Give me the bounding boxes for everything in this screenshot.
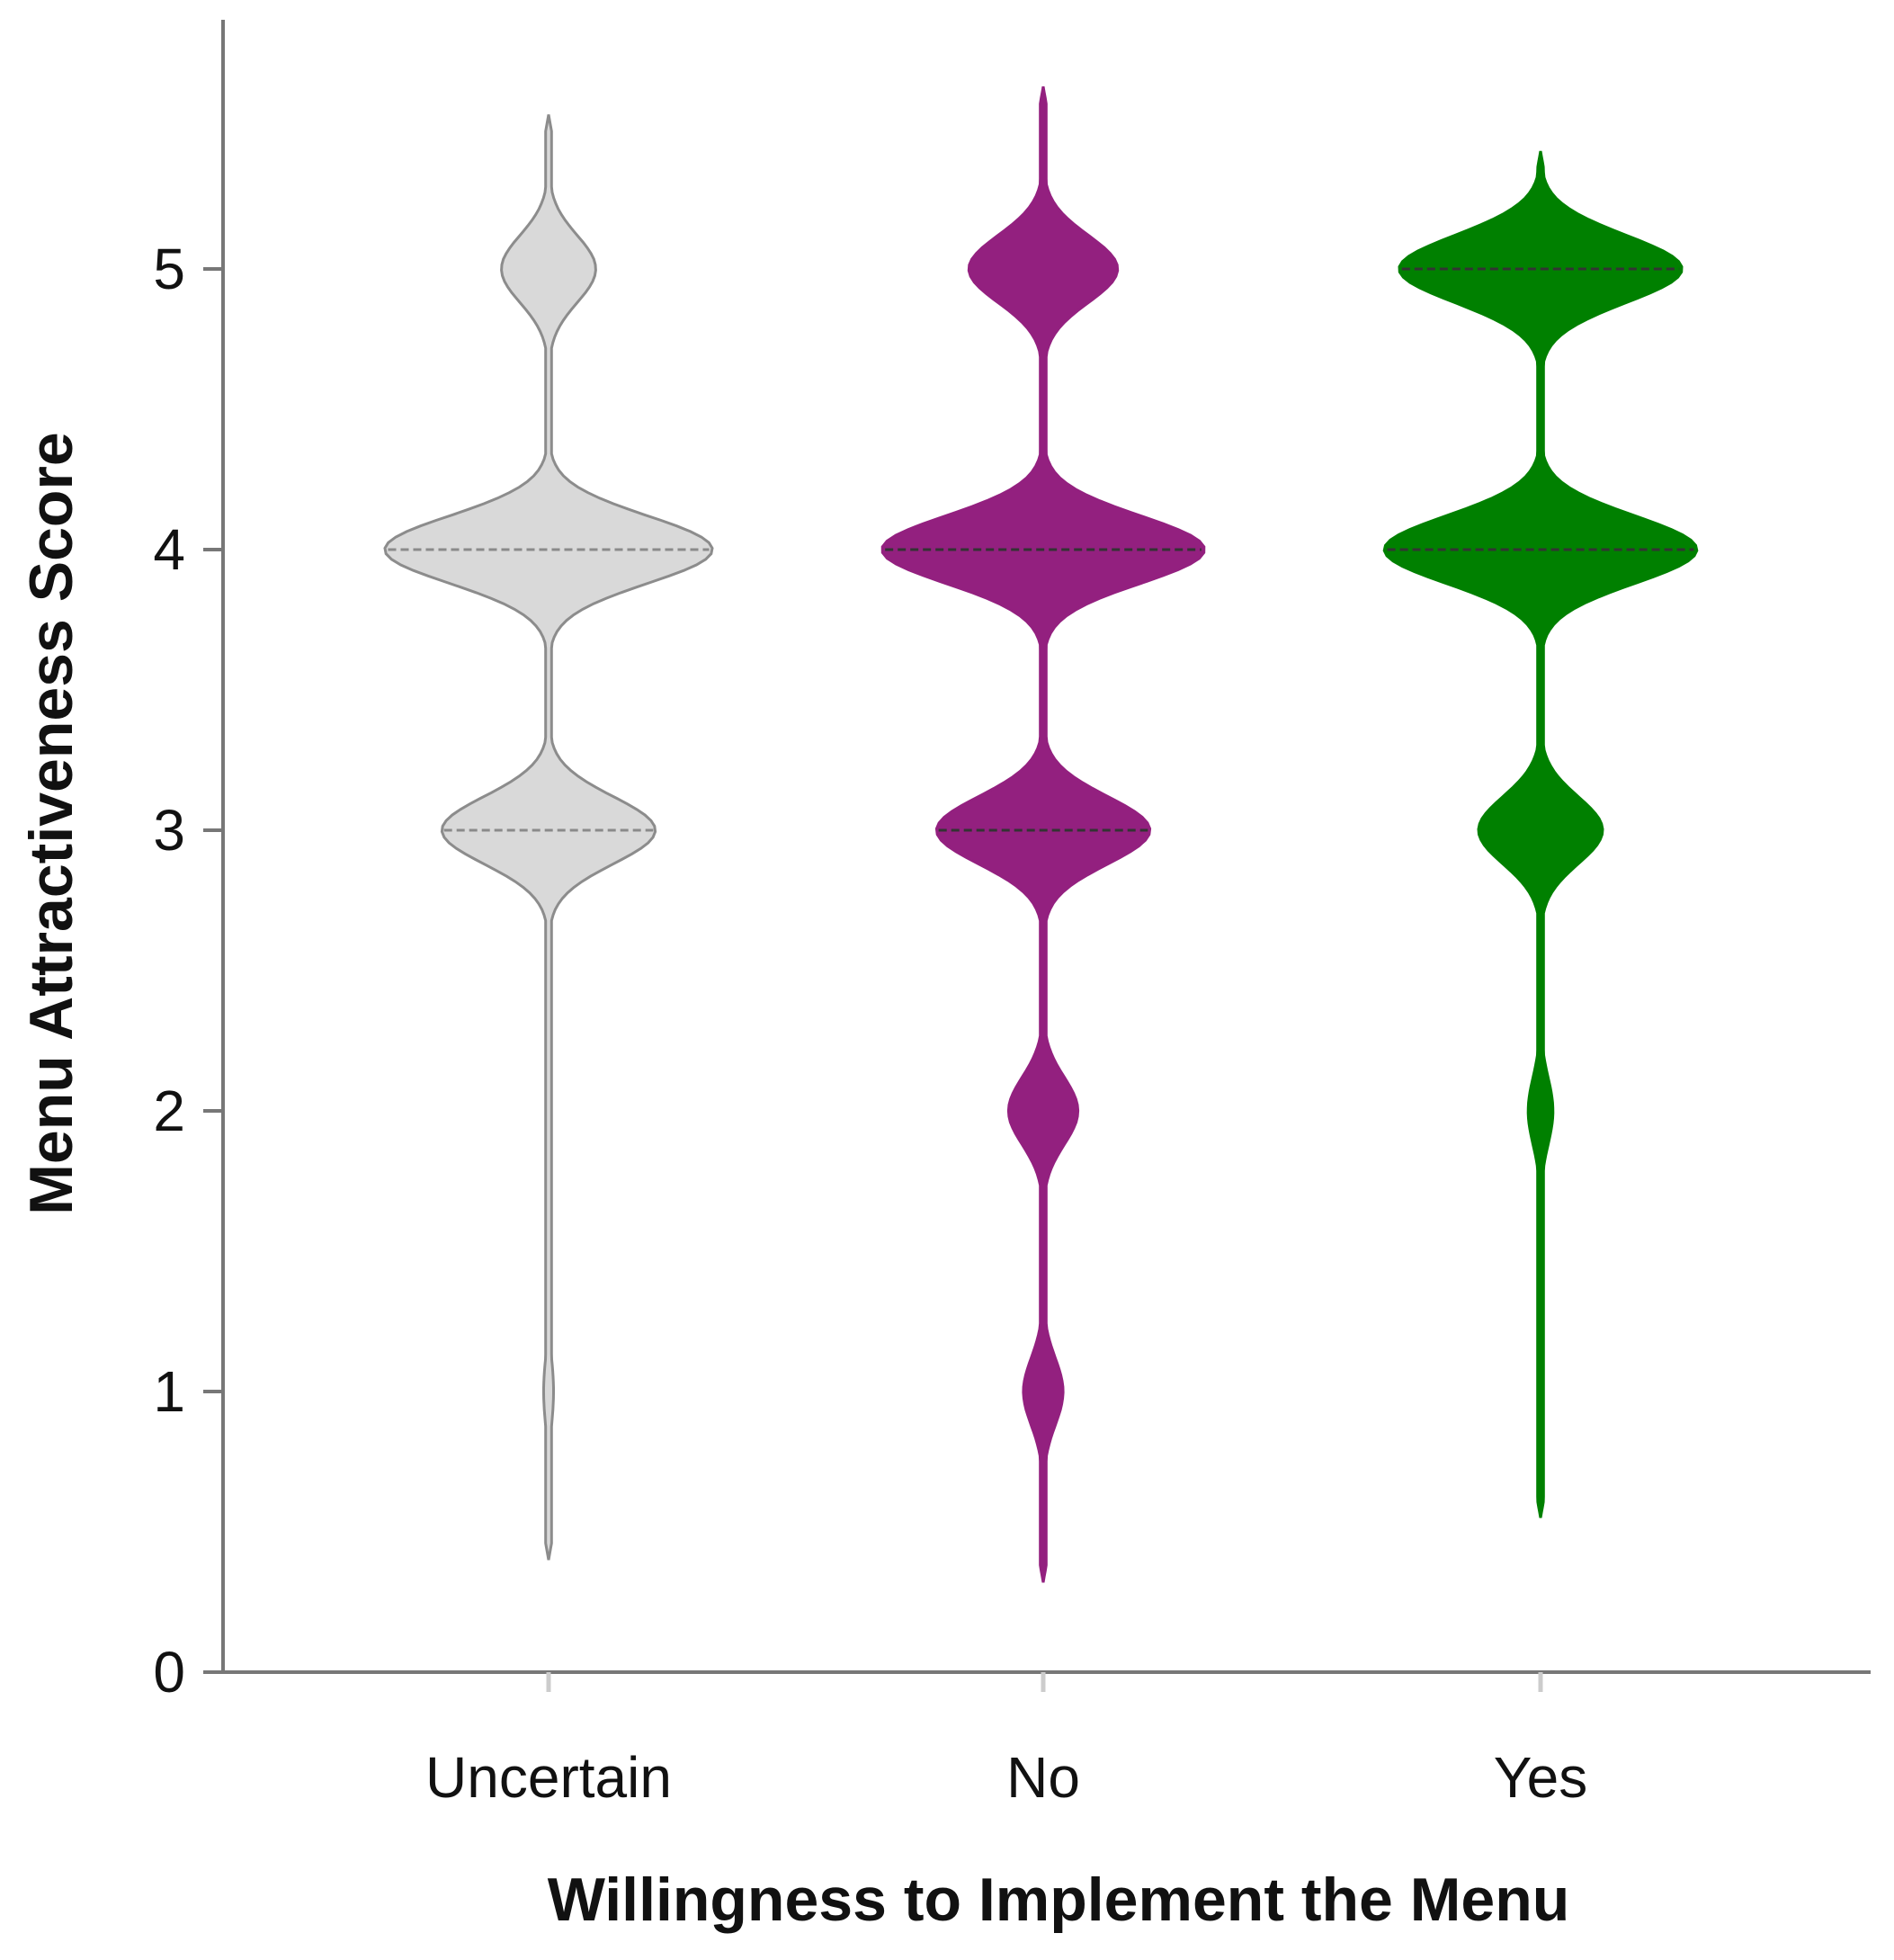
y-axis-title: Menu Attractiveness Score bbox=[17, 432, 85, 1214]
violin-layer bbox=[383, 85, 1699, 1583]
violin-body bbox=[1382, 150, 1699, 1518]
x-tick-label-yes: Yes bbox=[1494, 1745, 1587, 1810]
y-tick-label: 3 bbox=[153, 798, 185, 863]
y-tick-label: 5 bbox=[153, 237, 185, 301]
y-tick-label: 2 bbox=[153, 1078, 185, 1143]
x-tick-label-no: No bbox=[1006, 1745, 1080, 1810]
violin-yes bbox=[1382, 150, 1699, 1518]
violin-body bbox=[880, 85, 1206, 1583]
x-axis-ticks: Uncertain No Yes bbox=[425, 1672, 1587, 1810]
y-tick-label: 0 bbox=[153, 1640, 185, 1705]
x-axis-title: Willingness to Implement the Menu bbox=[548, 1866, 1570, 1934]
y-tick-label: 4 bbox=[153, 517, 185, 582]
violin-no bbox=[880, 85, 1206, 1583]
x-tick-label-uncertain: Uncertain bbox=[425, 1745, 672, 1810]
y-axis-ticks: 0 1 2 3 4 5 bbox=[153, 237, 223, 1705]
y-tick-label: 1 bbox=[153, 1359, 185, 1424]
violin-uncertain bbox=[383, 114, 714, 1561]
violin-body bbox=[383, 114, 714, 1561]
